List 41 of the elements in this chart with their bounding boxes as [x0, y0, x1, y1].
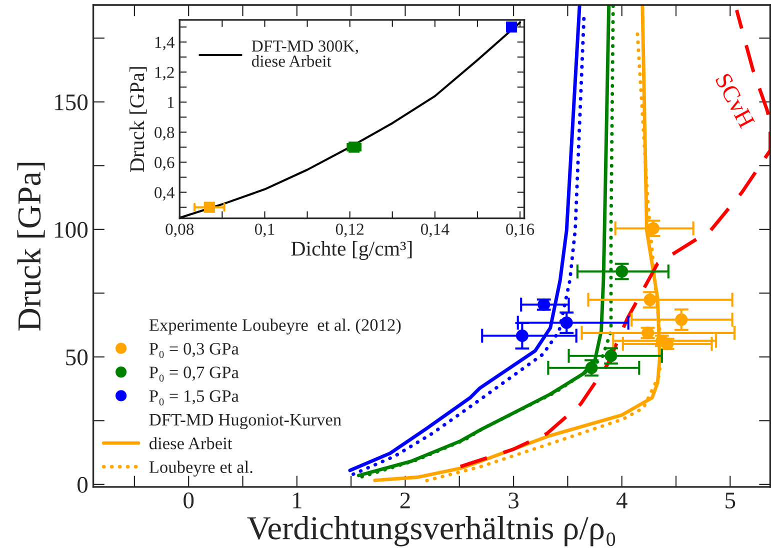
annotation: Experimente Loubeyre et al. (2012): [149, 318, 401, 334]
y-tick-label: 1: [168, 96, 174, 108]
text: SCvH: [714, 72, 756, 130]
line-series: [458, 8, 770, 468]
point: [675, 313, 688, 326]
legend-label: P₀ = 1,5 GPa: [149, 390, 239, 406]
legend-label: Loubeyre et al.: [149, 460, 252, 477]
y-tick-label: 100: [55, 222, 88, 238]
y-tick-label: 0,4: [154, 186, 175, 201]
x-tick-label: 0,12: [336, 224, 364, 238]
x-tick-label: 0,16: [506, 224, 534, 238]
legend-label: DFT-MD 300K, diese Arbeit: [252, 40, 358, 67]
x-tick-label: 0,14: [420, 224, 450, 238]
legend-label: P₀ = 0,7 GPa: [149, 366, 239, 382]
x-axis-title: Verdichtungsverhältnis ρ/ρ₀: [247, 516, 616, 546]
line-series: [180, 21, 522, 218]
y-tick-label: 150: [55, 94, 88, 110]
y-tick-label: 0: [78, 476, 88, 493]
y-tick-label: 0,6: [154, 156, 174, 171]
point: [506, 21, 518, 33]
x-tick-label: 3: [508, 492, 519, 508]
point: [516, 329, 528, 342]
y-tick-label: 1,4: [155, 36, 175, 50]
legend-label: diese Arbeit: [149, 437, 232, 450]
x-tick-label: 4: [616, 492, 628, 508]
x-tick-label: 5: [726, 492, 736, 508]
point: [560, 316, 573, 329]
x-axis-title: Dichte [g/cm³]: [291, 241, 412, 260]
x-tick-label: 0,1: [254, 224, 274, 238]
x-tick-label: 0,08: [166, 224, 194, 238]
y-axis-title: Druck [GPa]: [17, 162, 45, 331]
y-axis-title: Druck [GPa]: [130, 67, 147, 172]
x-tick-label: 0: [184, 492, 194, 508]
y-tick-label: 0,8: [154, 126, 174, 141]
legend-label: P₀ = 0,3 GPa: [149, 342, 239, 358]
point: [204, 202, 215, 213]
y-tick-label: 50: [66, 349, 88, 366]
annotation: DFT-MD Hugoniot-Kurven: [149, 414, 342, 430]
x-tick-label: 2: [400, 492, 410, 508]
y-tick-label: 1,2: [155, 66, 174, 80]
x-tick-label: 1: [293, 492, 302, 508]
